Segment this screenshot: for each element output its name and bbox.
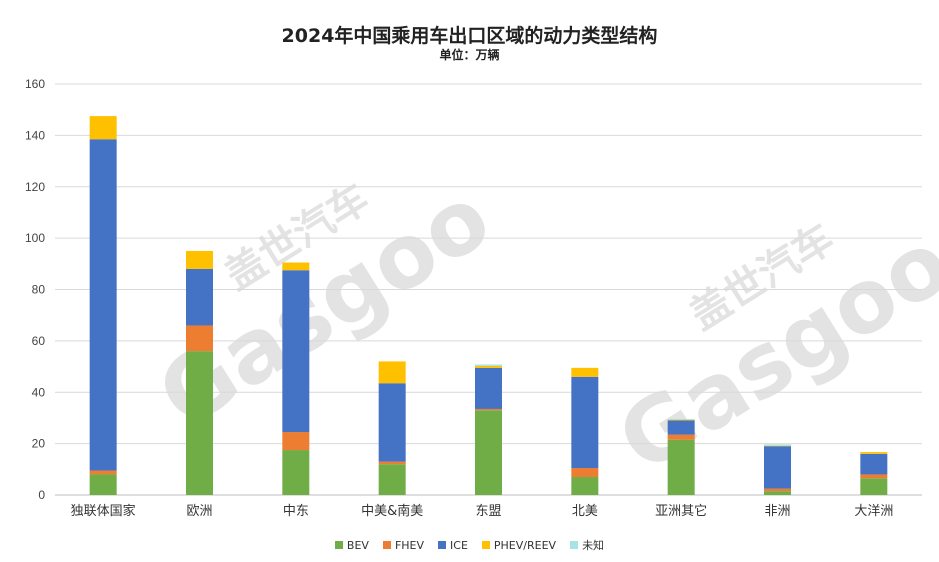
y-tick-label: 140 — [25, 128, 45, 142]
bar-segment — [571, 367, 599, 377]
legend-swatch — [570, 541, 579, 549]
bar-segment — [764, 444, 791, 446]
y-tick-label: 160 — [25, 77, 45, 91]
bar-segment — [667, 419, 695, 421]
bar-segment — [186, 325, 213, 352]
stacked-bar-chart: 0 20 40 60 80 100 120 140 160 独联体国家 欧洲 中东 中美&南美 东盟 北美 亚… — [25, 77, 922, 519]
bar-segment — [378, 464, 406, 495]
bar-segment — [475, 367, 502, 409]
bar-segment — [89, 139, 117, 471]
bar-segment — [475, 365, 502, 368]
bar-segment — [571, 468, 599, 478]
bar-segment — [282, 262, 310, 271]
bar-segment — [89, 470, 117, 475]
bar-segment — [764, 445, 791, 447]
bar-segment — [89, 116, 117, 140]
legend-label: BEV — [346, 538, 369, 552]
bar-segment — [860, 452, 888, 454]
bar-segment — [860, 453, 888, 475]
bar-segment — [186, 268, 213, 326]
y-tick-label: 0 — [38, 488, 45, 502]
bar-segment — [667, 420, 695, 435]
bar-segment — [764, 491, 791, 495]
x-category-label: 欧洲 — [186, 504, 212, 519]
y-tick-label: 60 — [32, 334, 46, 348]
bar-segment — [475, 364, 502, 366]
y-tick-label: 20 — [32, 437, 46, 451]
legend-item: FHEV — [382, 537, 425, 553]
y-tick-label: 80 — [32, 283, 46, 297]
legend-item: PHEV/REEV — [481, 537, 557, 553]
x-category-label: 非洲 — [764, 504, 790, 519]
legend-item: ICE — [438, 537, 468, 553]
x-category-label: 东盟 — [475, 504, 501, 519]
legend-item: BEV — [334, 537, 369, 553]
bar-segment — [860, 474, 888, 479]
legend-swatch — [382, 541, 391, 549]
legend-label: FHEV — [394, 538, 425, 552]
bar-segment — [667, 439, 695, 495]
legend-item: 未知 — [570, 537, 604, 553]
bar-segment — [475, 410, 502, 495]
chart-subtitle: 单位：万辆 — [439, 48, 500, 62]
bar-segment — [282, 450, 310, 495]
bar-segment — [764, 488, 791, 492]
bar-segment — [667, 434, 695, 440]
bar-segment — [282, 270, 310, 433]
legend: BEV FHEV ICE PHEV/REEV 未知 — [0, 537, 939, 553]
legend-label: 未知 — [582, 539, 605, 552]
bar-segment — [667, 418, 695, 420]
bar-segment — [764, 446, 791, 489]
bar-segment — [475, 408, 502, 411]
bar-segment — [378, 383, 406, 462]
bar-segment — [860, 478, 888, 495]
x-category-label: 北美 — [572, 504, 598, 519]
x-category-label: 亚洲其它 — [655, 503, 707, 519]
x-category-label: 大洋洲 — [854, 504, 893, 519]
bar-segment — [571, 477, 599, 495]
bar-segment — [282, 432, 310, 451]
bar-segment — [186, 351, 213, 495]
legend-swatch — [334, 541, 343, 549]
bar-segment — [571, 376, 599, 469]
x-category-label: 中东 — [283, 504, 309, 519]
bar-segment — [89, 474, 117, 495]
bar-segment — [378, 361, 406, 384]
y-tick-label: 40 — [32, 385, 46, 399]
x-category-label: 独联体国家 — [71, 503, 136, 519]
x-category-label: 中美&南美 — [361, 503, 423, 519]
bar-segment — [186, 250, 213, 269]
legend-swatch — [481, 541, 490, 549]
legend-swatch — [438, 541, 447, 549]
y-tick-label: 100 — [25, 231, 45, 245]
legend-label: ICE — [450, 538, 468, 552]
y-tick-label: 120 — [25, 180, 45, 194]
bar-segment — [378, 461, 406, 465]
legend-label: PHEV/REEV — [493, 538, 557, 552]
chart-title: 2024年中国乘用车出口区域的动力类型结构 — [281, 25, 658, 47]
